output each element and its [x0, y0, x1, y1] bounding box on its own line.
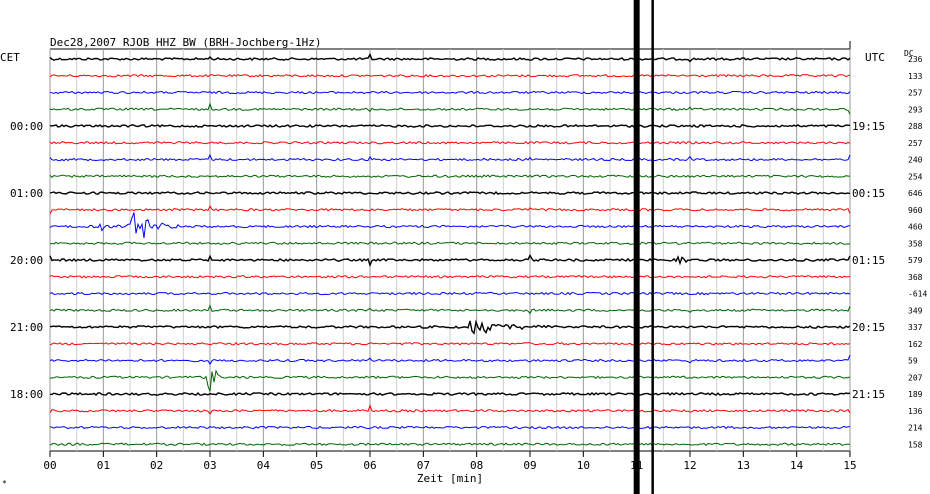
- seismic-trace: [49, 102, 851, 115]
- seismic-trace: [49, 369, 851, 392]
- seismic-trace: [49, 442, 850, 446]
- x-tick-label: 09: [523, 459, 536, 472]
- seismic-trace: [49, 73, 851, 78]
- seismic-trace: [49, 304, 851, 315]
- seismic-trace: [49, 52, 851, 63]
- x-tick-label: 02: [150, 459, 163, 472]
- dc-value-label: 236: [908, 55, 923, 64]
- x-tick-label: 14: [790, 459, 804, 472]
- seismic-trace: [49, 291, 851, 296]
- seismic-trace: [49, 212, 851, 239]
- right-time-label: 21:15: [852, 388, 885, 401]
- dc-value-label: 349: [908, 306, 923, 315]
- dc-value-label: 162: [908, 340, 923, 349]
- dc-value-label: 579: [908, 256, 923, 265]
- dc-value-label: 240: [908, 156, 923, 165]
- dc-value-label: 368: [908, 273, 923, 282]
- left-time-label: 01:00: [10, 187, 43, 200]
- left-time-label: 20:00: [10, 254, 43, 267]
- dc-header-label: DC: [904, 49, 914, 58]
- seismic-trace: [49, 354, 851, 366]
- seismic-trace: [49, 391, 851, 397]
- grid-lines: [49, 41, 851, 452]
- seismic-trace: [49, 124, 851, 129]
- right-timezone-label: UTC: [865, 51, 885, 64]
- seismic-trace: [49, 241, 851, 245]
- seismic-trace: [49, 190, 851, 196]
- right-time-label: 19:15: [852, 120, 885, 133]
- seismic-trace: [49, 90, 851, 95]
- x-tick-label: 04: [257, 459, 271, 472]
- label-group: 236 133 257 293 288 257 240 254 646 960 460 358 579 3…: [10, 55, 927, 449]
- dc-value-label: 293: [908, 105, 923, 114]
- dc-value-label: 158: [908, 440, 923, 449]
- right-time-label: 01:15: [852, 254, 885, 267]
- x-tick-label: 10: [577, 459, 590, 472]
- x-tick-label: 15: [843, 459, 856, 472]
- right-time-label: 00:15: [852, 187, 885, 200]
- dc-value-label: 460: [908, 223, 923, 232]
- dc-value-label: 59: [908, 357, 918, 366]
- left-time-label: 21:00: [10, 321, 43, 334]
- left-time-label: 00:00: [10, 120, 43, 133]
- dc-value-label: 189: [908, 390, 923, 399]
- x-tick-label: 13: [737, 459, 750, 472]
- corner-mark: *: [2, 479, 7, 488]
- x-tick-label: 07: [417, 459, 430, 472]
- dc-value-label: 254: [908, 172, 923, 181]
- right-time-label: 20:15: [852, 321, 885, 334]
- seismic-trace: [49, 319, 851, 335]
- seismic-trace: [49, 174, 850, 178]
- trace-group: [49, 52, 851, 446]
- seismic-trace: [49, 141, 851, 145]
- seismic-trace: [49, 153, 851, 162]
- left-time-label: 18:00: [10, 388, 43, 401]
- x-tick-label: 01: [97, 459, 110, 472]
- dc-value-label: 257: [908, 139, 923, 148]
- x-tick-label: 03: [203, 459, 216, 472]
- x-tick-label: 00: [43, 459, 56, 472]
- seismic-trace: [49, 341, 851, 346]
- dc-value-label: 136: [908, 407, 923, 416]
- x-tick-label: 11: [630, 459, 643, 472]
- dc-value-label: -614: [908, 290, 927, 299]
- x-tick-label: 05: [310, 459, 323, 472]
- x-tick-label: 12: [683, 459, 696, 472]
- dc-value-label: 214: [908, 424, 923, 433]
- chart-title: Dec28,2007 RJOB HHZ BW (BRH-Jochberg-1Hz…: [50, 36, 322, 49]
- x-tick-label: 08: [470, 459, 483, 472]
- dc-value-label: 257: [908, 89, 923, 98]
- x-axis-label: Zeit [min]: [417, 472, 483, 485]
- seismic-trace: [49, 425, 851, 430]
- seismic-trace: [49, 253, 851, 268]
- dc-value-label: 646: [908, 189, 923, 198]
- left-timezone-label: CET: [0, 51, 20, 64]
- marker-group: [633, 0, 654, 494]
- dc-value-label: 337: [908, 323, 923, 332]
- dc-value-label: 288: [908, 122, 923, 131]
- x-tick-group: 00 01 02 03 04 05 06 07 08 09 10 11 12 13 14 15: [43, 451, 857, 472]
- dc-value-label: 207: [908, 373, 923, 382]
- dc-value-label: 960: [908, 206, 923, 215]
- dc-value-label: 358: [908, 239, 923, 248]
- seismic-trace: [49, 403, 851, 415]
- x-tick-label: 06: [363, 459, 376, 472]
- dc-value-label: 133: [908, 72, 923, 81]
- seismic-trace: [49, 275, 851, 279]
- seismic-trace: [49, 204, 851, 215]
